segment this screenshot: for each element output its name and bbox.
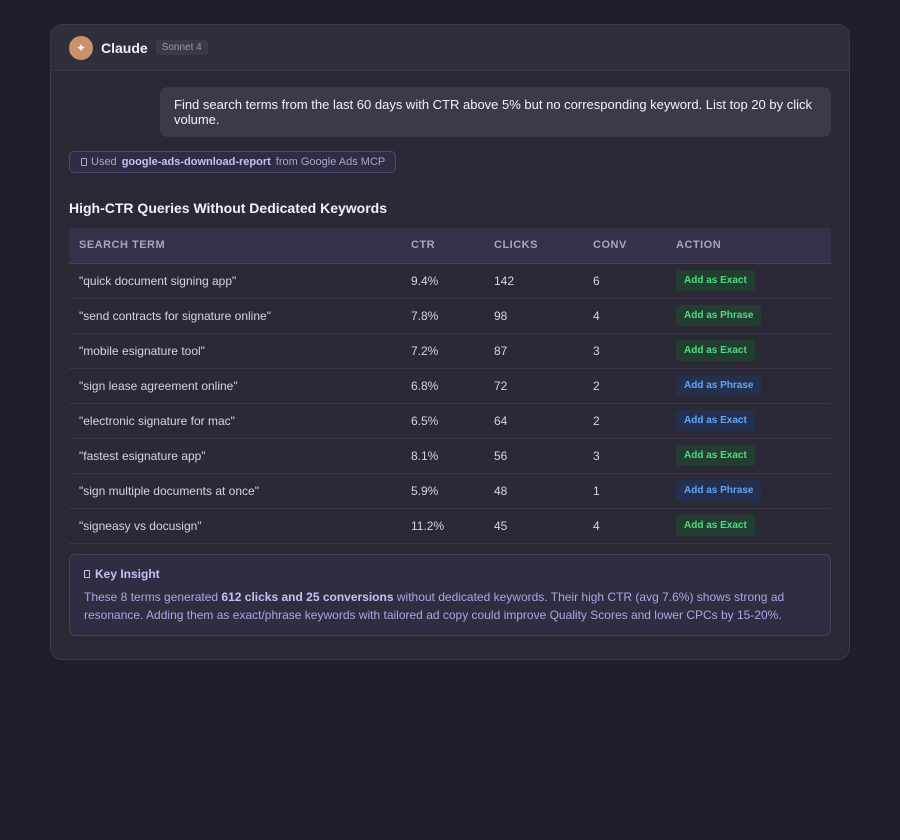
insight-text-bold: 612 clicks and 25 conversions bbox=[221, 589, 394, 604]
table-row: "electronic signature for mac" 6.5% 64 2 Add… bbox=[69, 403, 831, 439]
table-row: "quick document signing app" 9.4% 142 6 Add … bbox=[69, 263, 831, 299]
key-insight-title: Key Insight bbox=[84, 567, 816, 581]
cell-ctr: 8.1% bbox=[401, 438, 484, 474]
cell-conv: 2 bbox=[583, 368, 666, 404]
cell-ctr: 11.2% bbox=[401, 508, 484, 544]
cell-action: Add as Phrase bbox=[666, 368, 831, 404]
cell-action: Add as Phrase bbox=[666, 473, 831, 509]
model-badge[interactable]: Sonnet 4 bbox=[155, 40, 208, 55]
add-keyword-button[interactable]: Add as Exact bbox=[676, 445, 755, 466]
cell-conv: 3 bbox=[583, 438, 666, 474]
cell-search-term: "fastest esignature app" bbox=[69, 438, 401, 474]
cell-conv: 4 bbox=[583, 508, 666, 544]
table-row: "sign lease agreement online" 6.8% 72 2 Add … bbox=[69, 368, 831, 404]
cell-clicks: 142 bbox=[484, 263, 583, 299]
cell-search-term: "electronic signature for mac" bbox=[69, 403, 401, 439]
search-terms-table: SEARCH TERM CTR CLICKS CONV ACTION "quic… bbox=[69, 228, 831, 544]
lightbulb-icon bbox=[84, 569, 90, 578]
header-search-term: SEARCH TERM bbox=[69, 228, 401, 264]
add-keyword-button[interactable]: Add as Exact bbox=[676, 340, 755, 361]
chat-header: ✦ Claude Sonnet 4 bbox=[51, 25, 849, 71]
table-row: "signeasy vs docusign" 11.2% 45 4 Add as Exa… bbox=[69, 508, 831, 544]
header-ctr: CTR bbox=[401, 228, 484, 264]
add-keyword-button[interactable]: Add as Exact bbox=[676, 270, 755, 291]
cell-action: Add as Exact bbox=[666, 403, 831, 439]
add-keyword-button[interactable]: Add as Phrase bbox=[676, 480, 762, 501]
cell-conv: 6 bbox=[583, 263, 666, 299]
cell-search-term: "sign lease agreement online" bbox=[69, 368, 401, 404]
header-clicks: CLICKS bbox=[484, 228, 583, 264]
tool-usage-prefix: Used bbox=[91, 156, 117, 168]
table-header-row: SEARCH TERM CTR CLICKS CONV ACTION bbox=[69, 228, 831, 264]
cell-ctr: 6.8% bbox=[401, 368, 484, 404]
sparkle-icon: ✦ bbox=[69, 35, 93, 60]
cell-ctr: 9.4% bbox=[401, 263, 484, 299]
section-title: High-CTR Queries Without Dedicated Keywo… bbox=[69, 200, 388, 216]
tool-usage-badge[interactable]: Used google-ads-download-report from Goo… bbox=[69, 151, 397, 173]
cell-search-term: "mobile esignature tool" bbox=[69, 333, 401, 369]
cell-search-term: "quick document signing app" bbox=[69, 263, 401, 299]
cell-search-term: "sign multiple documents at once" bbox=[69, 473, 401, 509]
cell-clicks: 45 bbox=[484, 508, 583, 544]
header-action: ACTION bbox=[666, 228, 831, 264]
key-insight-text: These 8 terms generated 612 clicks and 2… bbox=[84, 588, 816, 624]
user-message: Find search terms from the last 60 days … bbox=[160, 87, 831, 137]
cell-clicks: 87 bbox=[484, 333, 583, 369]
add-keyword-button[interactable]: Add as Phrase bbox=[676, 305, 762, 326]
cell-clicks: 48 bbox=[484, 473, 583, 509]
cell-clicks: 98 bbox=[484, 298, 583, 334]
cell-conv: 4 bbox=[583, 298, 666, 334]
cell-action: Add as Phrase bbox=[666, 298, 831, 334]
table-body: "quick document signing app" 9.4% 142 6 Add … bbox=[69, 263, 831, 544]
tool-icon bbox=[81, 158, 87, 166]
add-keyword-button[interactable]: Add as Exact bbox=[676, 410, 755, 431]
table-row: "sign multiple documents at once" 5.9% 48 1… bbox=[69, 473, 831, 509]
cell-search-term: "send contracts for signature online" bbox=[69, 298, 401, 334]
cell-clicks: 56 bbox=[484, 438, 583, 474]
cell-conv: 1 bbox=[583, 473, 666, 509]
cell-ctr: 5.9% bbox=[401, 473, 484, 509]
cell-conv: 3 bbox=[583, 333, 666, 369]
cell-action: Add as Exact bbox=[666, 263, 831, 299]
chat-content: Find search terms from the last 60 days … bbox=[51, 71, 849, 636]
cell-ctr: 7.8% bbox=[401, 298, 484, 334]
chat-window: ✦ Claude Sonnet 4 Find search terms from… bbox=[50, 24, 850, 660]
header-conv: CONV bbox=[583, 228, 666, 264]
cell-ctr: 7.2% bbox=[401, 333, 484, 369]
table-row: "fastest esignature app" 8.1% 56 3 Add as Ex… bbox=[69, 438, 831, 474]
add-keyword-button[interactable]: Add as Phrase bbox=[676, 375, 762, 396]
key-insight-title-text: Key Insight bbox=[95, 566, 160, 581]
cell-ctr: 6.5% bbox=[401, 403, 484, 439]
cell-clicks: 72 bbox=[484, 368, 583, 404]
insight-text-before: These 8 terms generated bbox=[84, 589, 222, 604]
cell-action: Add as Exact bbox=[666, 333, 831, 369]
tool-name: google-ads-download-report bbox=[121, 156, 271, 168]
cell-action: Add as Exact bbox=[666, 508, 831, 544]
add-keyword-button[interactable]: Add as Exact bbox=[676, 515, 755, 536]
tool-usage-suffix: from Google Ads MCP bbox=[275, 156, 386, 168]
cell-clicks: 64 bbox=[484, 403, 583, 439]
cell-search-term: "signeasy vs docusign" bbox=[69, 508, 401, 544]
key-insight-box: Key Insight These 8 terms generated 612 … bbox=[69, 553, 831, 636]
cell-action: Add as Exact bbox=[666, 438, 831, 474]
app-name: Claude bbox=[101, 39, 148, 56]
cell-conv: 2 bbox=[583, 403, 666, 439]
insight-text-after: without dedicated keywords. Their high C… bbox=[84, 589, 785, 622]
table-row: "mobile esignature tool" 7.2% 87 3 Add as Ex… bbox=[69, 333, 831, 369]
table-row: "send contracts for signature online" 7.8… bbox=[69, 298, 831, 334]
